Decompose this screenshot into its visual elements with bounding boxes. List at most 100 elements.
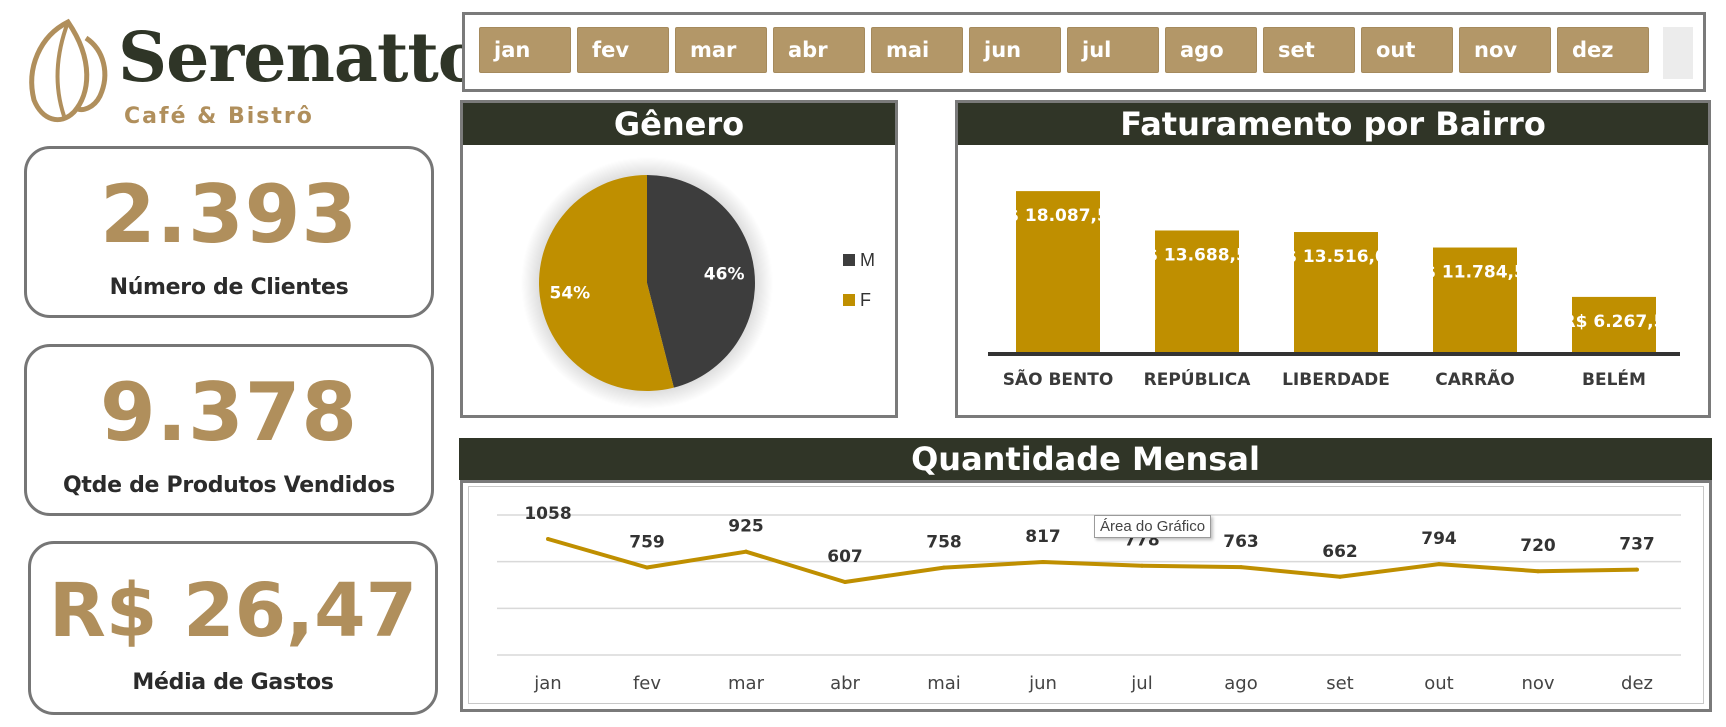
line-category-label-dez: dez (1621, 673, 1653, 694)
gender-chart-title: Gênero (463, 103, 895, 145)
line-data-label-out: 794 (1421, 529, 1457, 549)
brand-name: Serenatto (118, 18, 483, 98)
chart-area-tooltip: Área do Gráfico (1094, 515, 1212, 538)
bairro-chart-title: Faturamento por Bairro (958, 103, 1708, 145)
month-button-set[interactable]: set (1263, 27, 1355, 73)
line-data-label-abr: 607 (827, 547, 863, 567)
bar-3 (1294, 232, 1378, 353)
line-data-label-dez: 737 (1619, 535, 1655, 555)
bar-1 (1016, 191, 1100, 353)
bairro-chart-panel: Faturamento por Bairro $ 18.087,5 SÃO BEN… (955, 100, 1711, 418)
bar-category-label-1: SÃO BENTO (1003, 367, 1114, 390)
monthly-chart-area: 1058 jan 759 fev 925 mar 607 abr 758 mai 817 jun 778… (468, 486, 1704, 704)
line-point-mai (942, 565, 946, 570)
bar-category-label-3: LIBERDADE (1282, 370, 1390, 390)
line-point-ago (1239, 565, 1243, 570)
monthly-line-series (547, 537, 1638, 584)
month-slicer: jan fev mar abr mai jun jul ago set out … (462, 12, 1706, 92)
month-button-dez[interactable]: dez (1557, 27, 1649, 73)
month-button-mar[interactable]: mar (675, 27, 767, 73)
line-point-dez (1635, 567, 1639, 572)
kpi-card-clientes: 2.393 Número de Clientes (24, 146, 434, 318)
coffee-leaf-logo-icon (29, 18, 108, 123)
line-category-label-jan: jan (533, 673, 561, 694)
gender-chart-panel: Gênero 46% 54% M F (460, 100, 898, 418)
monthly-chart-title: Quantidade Mensal (459, 438, 1712, 480)
legend-item-f: F (843, 289, 875, 311)
line-data-label-jan: 1058 (524, 504, 571, 524)
line-category-label-ago: ago (1224, 673, 1257, 694)
month-button-jan[interactable]: jan (479, 27, 571, 73)
logo: Serenatto Café & Bistrô (18, 14, 483, 134)
line-category-label-mar: mar (728, 673, 765, 694)
line-category-label-jul: jul (1130, 673, 1152, 694)
bar-2 (1155, 230, 1239, 353)
month-button-nov[interactable]: nov (1459, 27, 1551, 73)
bar-data-label-3: $ 13.516,0 (1285, 247, 1387, 267)
month-button-mai[interactable]: mai (871, 27, 963, 73)
kpi-card-media-gastos: R$ 26,47 Média de Gastos (28, 541, 438, 715)
line-point-set (1338, 574, 1342, 579)
bar-5 (1572, 296, 1656, 353)
pie-data-label-m: 46% (704, 264, 745, 284)
line-point-abr (843, 580, 847, 584)
kpi-value: 2.393 (99, 168, 359, 261)
bar-data-label-1: $ 18.087,5 (1007, 206, 1109, 226)
line-data-label-ago: 763 (1223, 532, 1259, 552)
bar-data-label-4: $ 11.784,5 (1424, 263, 1526, 283)
bar-category-label-5: BELÉM (1582, 368, 1646, 390)
legend-swatch-f (843, 294, 855, 306)
month-button-fev[interactable]: fev (577, 27, 669, 73)
line-data-label-fev: 759 (629, 533, 665, 553)
line-data-label-mai: 758 (926, 533, 962, 553)
kpi-value: R$ 26,47 (48, 568, 418, 654)
line-category-label-fev: fev (633, 673, 661, 694)
month-button-abr[interactable]: abr (773, 27, 865, 73)
gender-legend: M F (843, 249, 875, 329)
line-point-nov (1536, 569, 1540, 574)
line-category-label-nov: nov (1521, 673, 1554, 694)
bar-category-label-2: REPÚBLICA (1144, 368, 1252, 390)
gender-pie-chart[interactable]: 46% 54% (463, 145, 895, 415)
line-category-label-out: out (1424, 673, 1453, 694)
legend-swatch-m (843, 254, 855, 266)
line-point-out (1437, 562, 1441, 567)
kpi-value: 9.378 (99, 366, 359, 459)
line-data-label-nov: 720 (1520, 536, 1556, 556)
monthly-chart-panel: 1058 jan 759 fev 925 mar 607 abr 758 mai 817 jun 778… (460, 480, 1712, 712)
kpi-label: Número de Clientes (109, 275, 349, 300)
line-category-label-set: set (1326, 673, 1354, 694)
line-data-label-mar: 925 (728, 517, 764, 537)
bar-data-label-5: R$ 6.267,5 (1563, 312, 1666, 332)
bar-data-label-2: $ 13.688,5 (1146, 245, 1248, 265)
pie-slice-f (539, 175, 674, 391)
line-category-label-mai: mai (927, 673, 961, 694)
pie-data-label-f: 54% (550, 284, 591, 304)
line-point-jul (1140, 563, 1144, 568)
kpi-label: Qtde de Produtos Vendidos (63, 473, 395, 498)
line-data-label-set: 662 (1322, 542, 1358, 562)
month-button-jun[interactable]: jun (969, 27, 1061, 73)
bar-4 (1433, 247, 1517, 353)
monthly-line-chart[interactable]: 1058jan759fev925mar607abr758mai817jun778… (469, 487, 1703, 707)
legend-item-m: M (843, 249, 875, 271)
line-category-label-jun: jun (1028, 673, 1057, 694)
line-category-label-abr: abr (830, 673, 860, 694)
line-point-mar (744, 549, 748, 554)
month-button-jul[interactable]: jul (1067, 27, 1159, 73)
line-data-label-jun: 817 (1025, 527, 1061, 547)
pie-slice-m (647, 175, 756, 388)
month-button-out[interactable]: out (1361, 27, 1453, 73)
legend-label-f: F (860, 289, 871, 310)
month-slicer-buttons: jan fev mar abr mai jun jul ago set out … (479, 27, 1649, 73)
line-point-fev (645, 565, 649, 570)
slicer-scrollbar[interactable] (1663, 27, 1693, 79)
legend-label-m: M (860, 249, 875, 270)
kpi-label: Média de Gastos (132, 670, 334, 695)
bar-category-label-4: CARRÃO (1435, 367, 1514, 390)
bairro-bar-chart[interactable]: $ 18.087,5 SÃO BENTO $ 13.688,5 REPÚBLICA $ … (958, 145, 1708, 415)
brand-tagline: Café & Bistrô (124, 104, 314, 129)
kpi-card-produtos: 9.378 Qtde de Produtos Vendidos (24, 344, 434, 516)
month-button-ago[interactable]: ago (1165, 27, 1257, 73)
line-point-jan (546, 537, 550, 541)
